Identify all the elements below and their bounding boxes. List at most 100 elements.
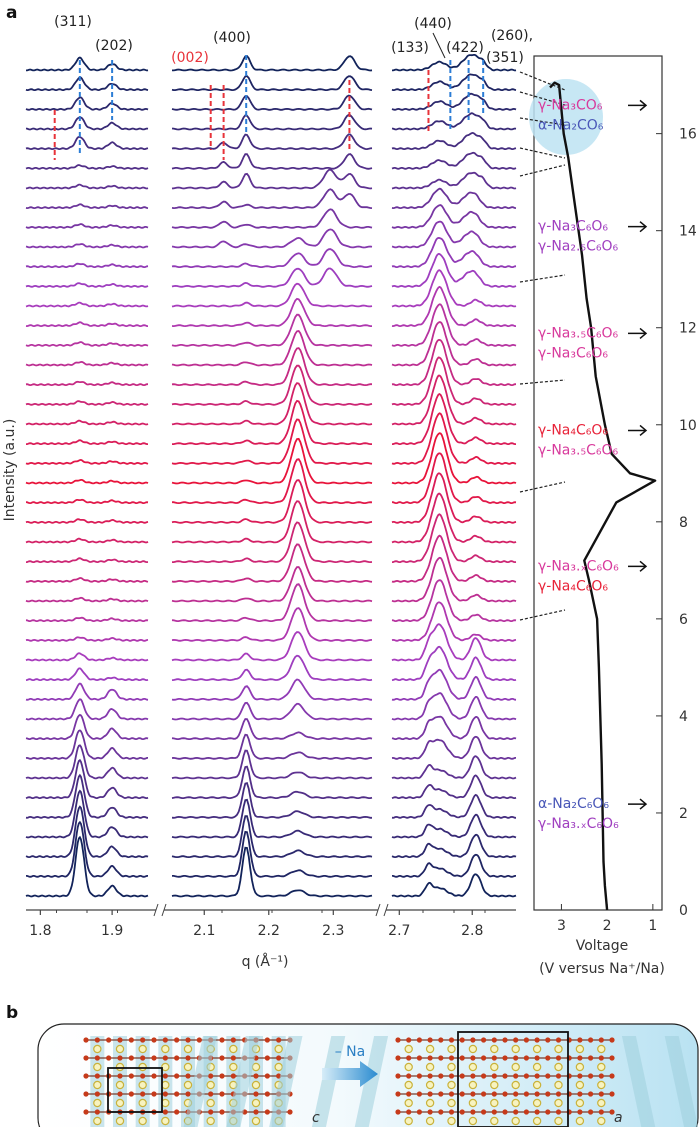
oxygen-atom [416, 1055, 422, 1061]
oxygen-atom [174, 1073, 180, 1079]
oxygen-atom [264, 1073, 270, 1079]
pattern-1-window-1 [172, 830, 372, 878]
oxygen-atom [481, 1055, 487, 1061]
oxygen-atom [174, 1037, 180, 1043]
pattern-5-window-2 [391, 774, 517, 799]
pattern-36-window-2 [391, 171, 517, 190]
oxygen-atom [555, 1055, 562, 1061]
oxygen-atom [151, 1073, 157, 1079]
pattern-21-window-2 [391, 432, 517, 485]
pattern-13-window-1 [171, 607, 373, 642]
peak-label-0: (311) [54, 14, 92, 30]
pattern-4-window-1 [171, 781, 372, 819]
oxygen-atom [438, 1073, 444, 1079]
pattern-40-window-1 [171, 94, 373, 111]
pattern-18-window-0 [25, 537, 149, 544]
phase-label-2-0: γ-Na₃.₅C₆O₆ [538, 325, 618, 341]
phase-arrow-3 [628, 424, 648, 437]
sodium-atom [404, 1116, 413, 1126]
pattern-16-window-2 [391, 534, 517, 583]
sodium-atom [115, 1116, 125, 1126]
oxygen-atom [577, 1109, 583, 1115]
pattern-35-window-0 [25, 203, 149, 210]
sodium-atom [468, 1062, 478, 1072]
pattern-20-window-1 [172, 458, 373, 505]
diffraction-axes: 1.8 1.9 2.1 2.2 2.3 2.7 2.8 [26, 903, 516, 939]
pattern-42-window-0 [26, 56, 149, 72]
pattern-9-window-0 [25, 698, 149, 721]
pattern-32-window-1 [171, 248, 373, 269]
oxygen-atom [609, 1037, 615, 1043]
phase-label-4-1: γ-Na₄C₆O₆ [538, 578, 608, 594]
sodium-atom [490, 1098, 499, 1108]
v-x-tick-label-1: 1 [648, 918, 657, 934]
v-y-tick-label-4: 4 [679, 709, 688, 725]
pattern-40-window-2 [391, 92, 517, 111]
v-y-tick-label-0: 0 [679, 903, 688, 919]
oxygen-atom [219, 1037, 225, 1043]
oxygen-atom [523, 1037, 530, 1043]
sodium-atom [575, 1080, 585, 1090]
pattern-27-window-1 [171, 330, 373, 367]
oxygen-atom [230, 1037, 236, 1043]
sodium-atom [597, 1098, 606, 1108]
pattern-5-window-0 [25, 758, 149, 799]
oxygen-atom [416, 1073, 422, 1079]
pattern-6-window-1 [171, 749, 373, 780]
pattern-5-window-1 [171, 765, 373, 799]
oxygen-atom [577, 1073, 583, 1079]
peak-label-3: (400) [213, 30, 251, 46]
oxygen-atom [427, 1055, 433, 1061]
oxygen-atom [406, 1091, 412, 1097]
oxygen-atom [598, 1109, 604, 1115]
pattern-20-window-0 [26, 498, 149, 505]
oxygen-atom [481, 1091, 487, 1097]
oxygen-atom [219, 1091, 225, 1097]
oxygen-atom [94, 1091, 100, 1097]
axis-break-mark [161, 903, 167, 917]
sodium-atom [161, 1044, 170, 1054]
pattern-9-window-1 [171, 701, 373, 721]
pattern-6-window-0 [25, 744, 149, 780]
pattern-22-window-1 [171, 418, 373, 465]
pattern-12-window-1 [171, 631, 373, 662]
oxygen-atom [470, 1073, 476, 1079]
oxygen-atom [395, 1109, 401, 1115]
oxygen-atom [406, 1055, 412, 1061]
oxygen-atom [534, 1055, 540, 1061]
crystal-structure-right [182, 1036, 699, 1127]
pattern-3-window-1 [171, 798, 373, 839]
sodium-atom [115, 1062, 125, 1072]
sodium-atom [511, 1098, 520, 1108]
sodium-atom [206, 1080, 215, 1090]
polyhedron [225, 1036, 260, 1127]
oxygen-atom [406, 1073, 412, 1079]
v-y-tick-label-10: 10 [679, 418, 697, 434]
sodium-atom [251, 1098, 261, 1108]
pattern-33-window-2 [391, 220, 517, 249]
oxygen-atom [151, 1055, 157, 1061]
pattern-39-window-0 [25, 116, 149, 131]
phase-label-2-1: γ-Na₃C₆O₆ [538, 345, 608, 361]
oxygen-atom [545, 1055, 551, 1061]
sodium-atom [138, 1080, 147, 1090]
sodium-atom [274, 1062, 283, 1072]
oxygen-atom [117, 1055, 123, 1061]
oxygen-atom [276, 1055, 282, 1061]
oxygen-atom [438, 1055, 444, 1061]
crystal-structure-left [83, 1036, 293, 1127]
pattern-23-window-1 [172, 399, 372, 445]
sodium-atom [404, 1098, 413, 1108]
peak-label-10: (260), [491, 28, 533, 44]
oxygen-atom [208, 1091, 214, 1097]
sodium-atom [183, 1062, 193, 1072]
pattern-25-window-0 [25, 400, 149, 406]
pattern-17-window-0 [26, 557, 149, 564]
polyhedron [182, 1036, 217, 1127]
oxygen-atom [196, 1037, 202, 1043]
pattern-6-window-2 [391, 755, 517, 780]
voltage-curve [549, 81, 657, 911]
oxygen-atom [219, 1073, 225, 1079]
pattern-39-window-1 [171, 113, 373, 131]
